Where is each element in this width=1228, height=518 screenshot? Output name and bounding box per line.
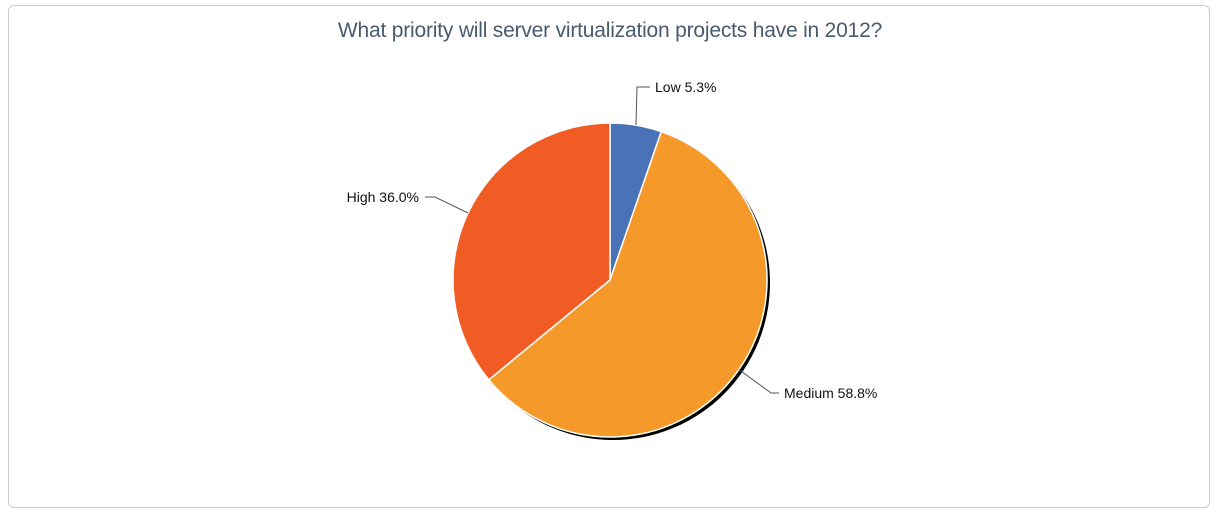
leader-line-high [425, 196, 469, 214]
pie-slice-high[interactable] [452, 122, 611, 381]
slice-label-medium: Medium 58.8% [784, 385, 877, 401]
pie-slices [452, 122, 768, 438]
slice-label-low: Low 5.3% [655, 79, 716, 95]
slice-labels: Low 5.3% Medium 58.8% High 36.0% [347, 79, 878, 401]
leader-lines [425, 86, 779, 394]
leader-line-medium [738, 369, 779, 394]
slice-label-high: High 36.0% [347, 189, 419, 205]
chart-title: What priority will server virtualization… [337, 19, 883, 42]
leader-line-low [635, 86, 650, 126]
